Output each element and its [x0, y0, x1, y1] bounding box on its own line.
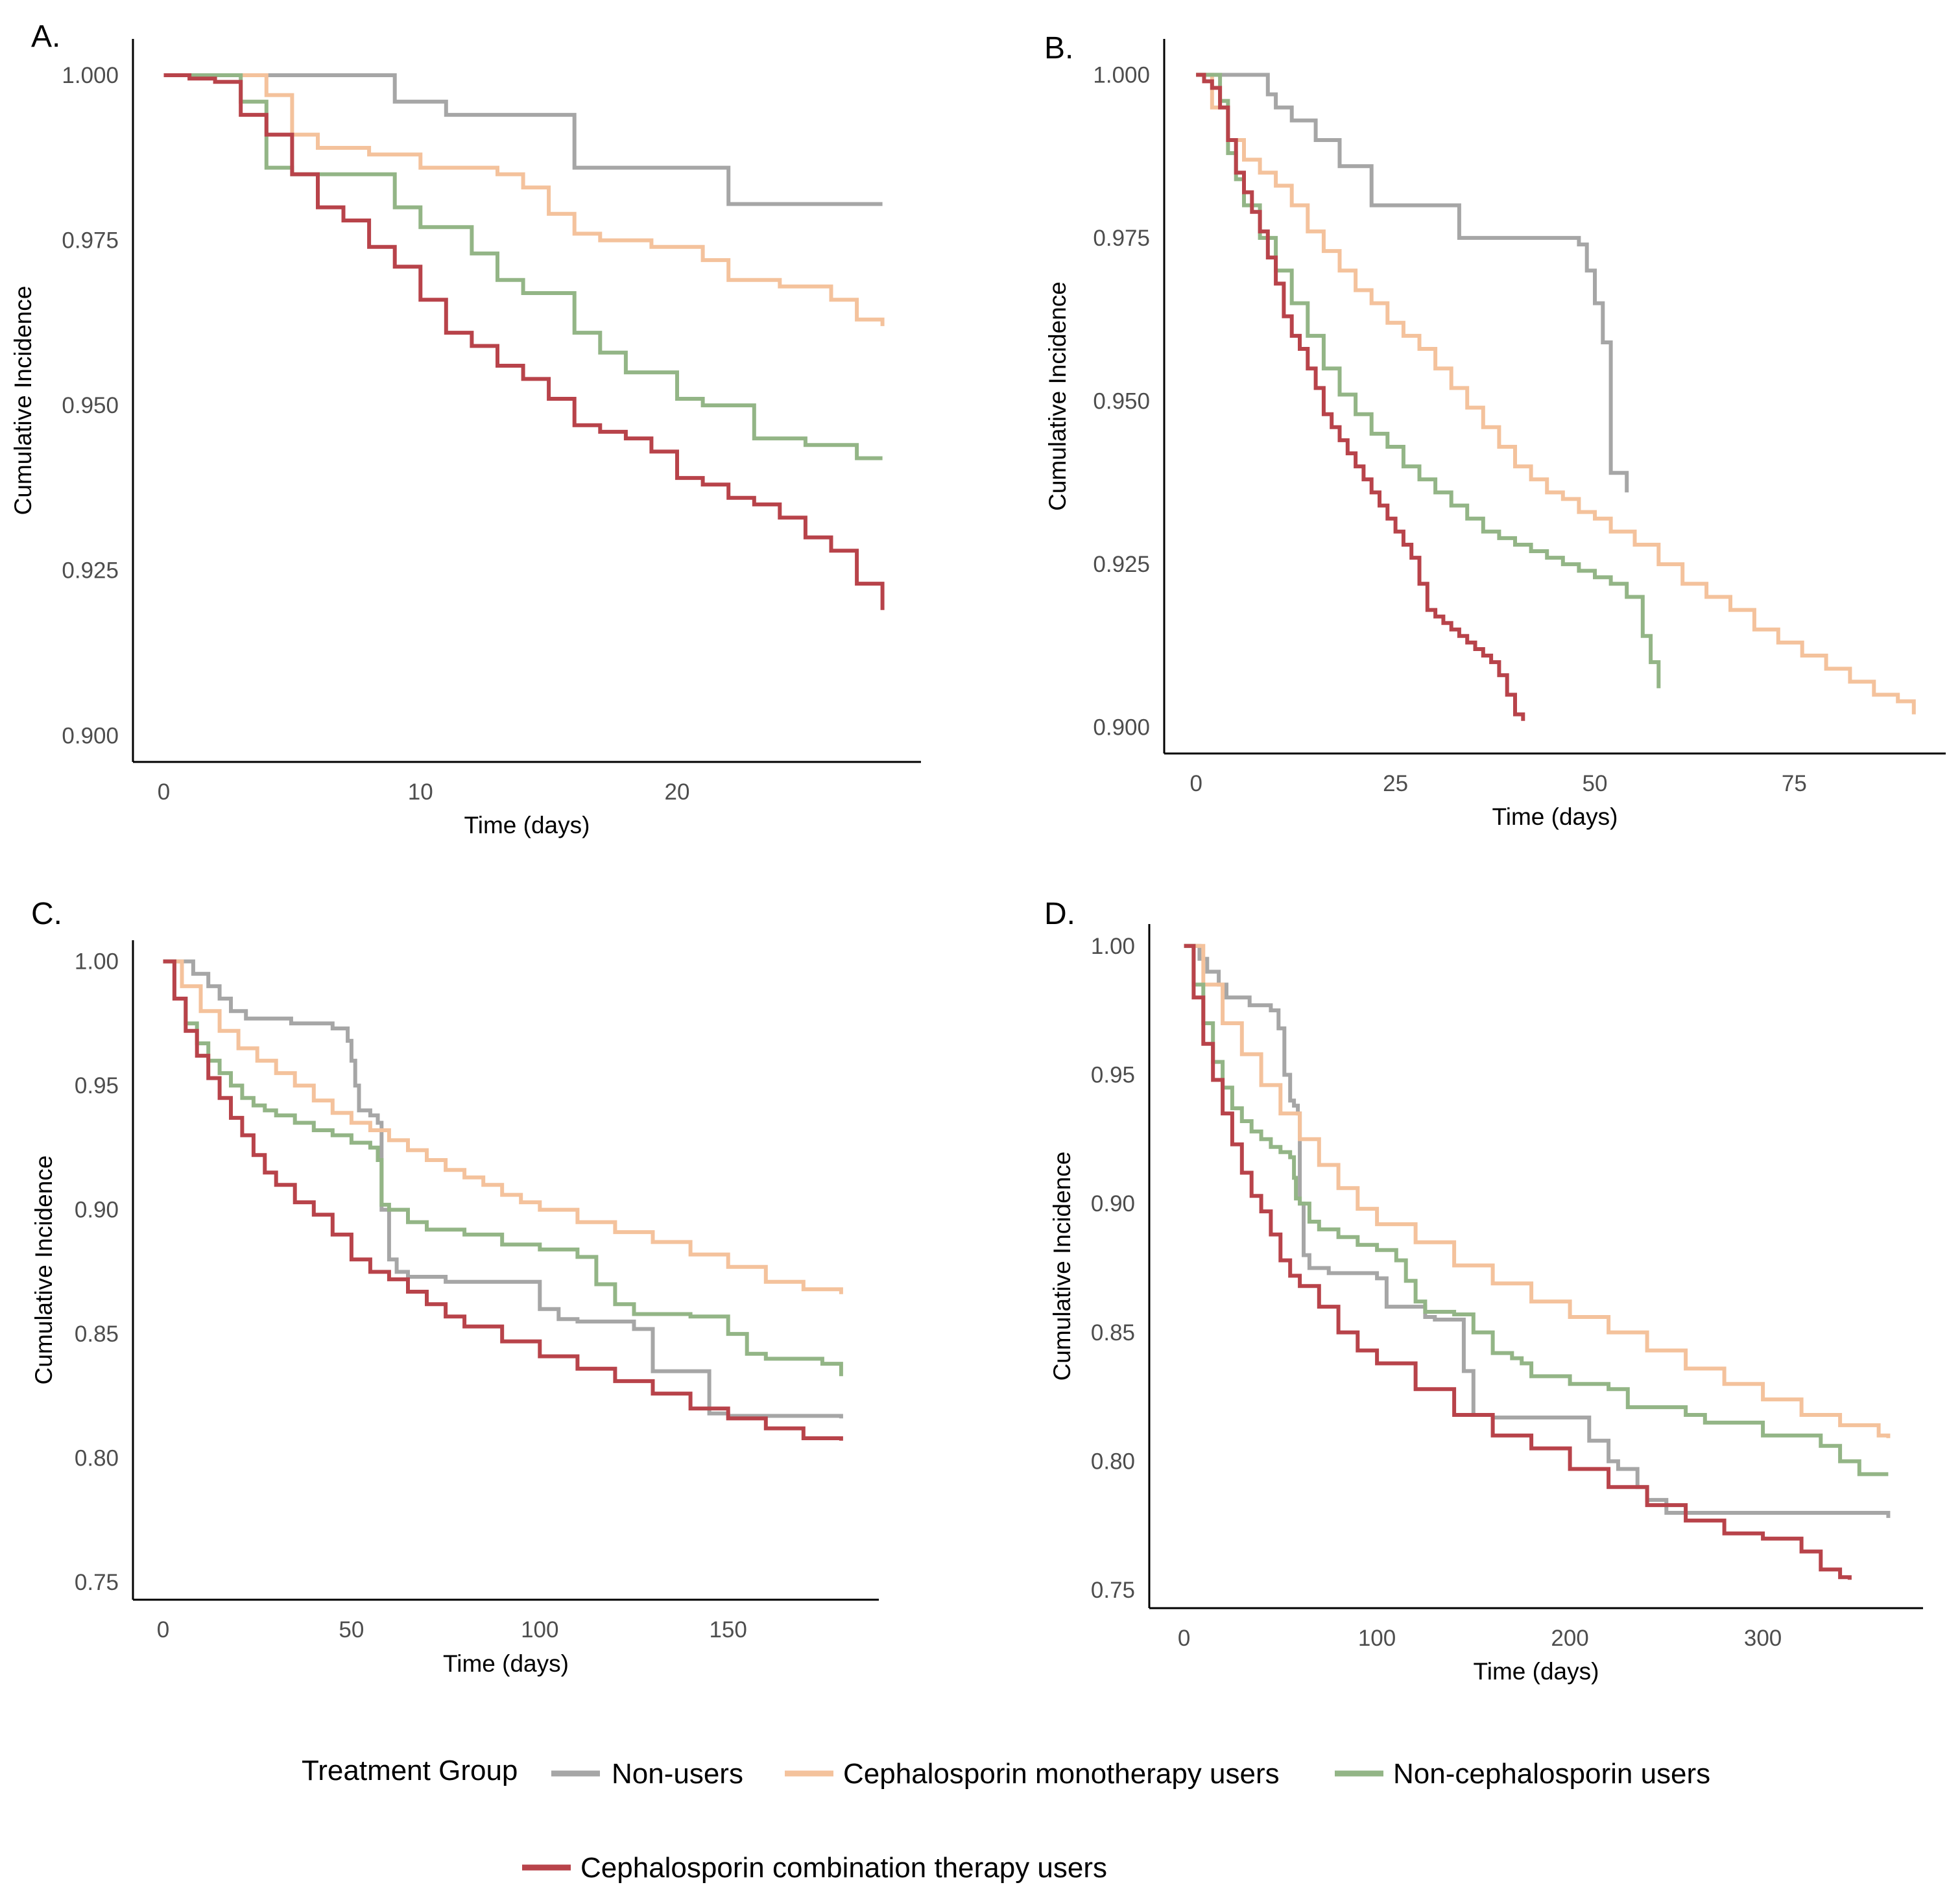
- series-line-non-cephalosporin-users: [163, 73, 883, 460]
- x-tick-label: 100: [521, 1617, 558, 1643]
- series-line-non-cephalosporin-users: [1196, 73, 1661, 689]
- y-tick-label: 0.900: [62, 723, 119, 748]
- y-tick-label: 0.950: [62, 393, 119, 418]
- series-line-non-users: [163, 73, 883, 206]
- y-tick-label: 0.975: [62, 228, 119, 254]
- x-tick-label: 0: [1178, 1626, 1190, 1651]
- legend-item-label: Cephalosporin combination therapy users: [580, 1852, 1107, 1884]
- legend-item-label: Cephalosporin monotherapy users: [843, 1758, 1280, 1790]
- y-tick-label: 0.85: [1091, 1320, 1135, 1346]
- y-axis-title: Cumulative Incidence: [30, 1156, 57, 1385]
- panel-label: A.: [31, 19, 60, 54]
- panel-label: B.: [1044, 31, 1073, 65]
- y-tick-label: 1.00: [1091, 934, 1135, 959]
- y-tick-label: 0.975: [1093, 226, 1150, 251]
- panel-2: 0.75 0.80 0.85 0.90 0.95 1.00 0 50 100 150 Time (d…: [30, 897, 879, 1677]
- legend-item-label: Non-users: [612, 1758, 743, 1790]
- x-tick-label: 0: [1189, 771, 1202, 796]
- y-tick-label: 0.85: [75, 1322, 119, 1347]
- panel-0: 0.900 0.925 0.950 0.975 1.000 0 10 20 Time (days…: [10, 19, 921, 838]
- series-line-non-cephalosporin-users: [163, 959, 843, 1377]
- panel-label: C.: [31, 897, 62, 931]
- y-axis-title: Cumulative Incidence: [1049, 1152, 1075, 1381]
- y-tick-label: 0.900: [1093, 715, 1150, 741]
- series-line-cephalosporin-combination-therapy-users: [163, 73, 885, 610]
- series-line-cephalosporin-combination-therapy-users: [1196, 73, 1525, 721]
- x-tick-label: 0: [158, 779, 170, 805]
- x-tick-label: 50: [1583, 771, 1608, 796]
- x-tick-label: 0: [157, 1617, 169, 1643]
- x-axis-title: Time (days): [464, 812, 590, 838]
- y-tick-label: 0.90: [75, 1198, 119, 1223]
- panel-label: D.: [1044, 897, 1075, 931]
- series-line-cephalosporin-monotherapy-users: [1196, 73, 1916, 715]
- series-line-non-users: [1196, 73, 1629, 493]
- x-tick-label: 10: [408, 779, 433, 805]
- legend: Treatment Group Non-users Cephalosporin m…: [302, 1755, 1710, 1884]
- y-tick-label: 0.75: [75, 1570, 119, 1595]
- series-line-cephalosporin-combination-therapy-users: [1184, 943, 1852, 1580]
- y-tick-label: 0.80: [75, 1446, 119, 1471]
- x-tick-label: 25: [1383, 771, 1408, 796]
- x-axis-title: Time (days): [1492, 803, 1618, 830]
- x-axis-title: Time (days): [1474, 1658, 1599, 1685]
- panel-1: 0.900 0.925 0.950 0.975 1.000 0 25 50 75 Time (da…: [1044, 31, 1946, 830]
- x-tick-label: 300: [1744, 1626, 1782, 1651]
- y-tick-label: 1.000: [62, 63, 119, 88]
- y-tick-label: 0.925: [62, 558, 119, 584]
- series-line-non-users: [163, 959, 843, 1419]
- x-tick-label: 100: [1358, 1626, 1396, 1651]
- series-line-cephalosporin-monotherapy-users: [163, 73, 885, 326]
- x-tick-label: 50: [339, 1617, 364, 1643]
- x-axis-title: Time (days): [443, 1650, 569, 1677]
- series-line-cephalosporin-monotherapy-users: [163, 959, 843, 1294]
- y-tick-label: 0.90: [1091, 1191, 1135, 1216]
- x-tick-label: 200: [1551, 1626, 1588, 1651]
- x-tick-label: 75: [1782, 771, 1807, 796]
- series-line-non-cephalosporin-users: [1184, 943, 1889, 1477]
- x-tick-label: 150: [709, 1617, 747, 1643]
- y-tick-label: 0.925: [1093, 552, 1150, 577]
- y-tick-label: 0.80: [1091, 1449, 1135, 1475]
- y-tick-label: 0.95: [75, 1073, 119, 1098]
- x-tick-label: 20: [665, 779, 690, 805]
- y-tick-label: 1.00: [75, 949, 119, 975]
- series-line-cephalosporin-combination-therapy-users: [163, 959, 843, 1441]
- y-tick-label: 0.75: [1091, 1578, 1135, 1603]
- series-line-cephalosporin-monotherapy-users: [1184, 943, 1891, 1438]
- legend-item-label: Non-cephalosporin users: [1393, 1758, 1710, 1790]
- y-tick-label: 1.000: [1093, 62, 1150, 88]
- series-line-non-users: [1184, 943, 1891, 1518]
- y-tick-label: 0.950: [1093, 389, 1150, 414]
- y-tick-label: 0.95: [1091, 1062, 1135, 1087]
- legend-title: Treatment Group: [302, 1755, 518, 1786]
- y-axis-title: Cumulative Incidence: [10, 286, 36, 516]
- y-axis-title: Cumulative Incidence: [1044, 281, 1071, 511]
- panel-3: 0.75 0.80 0.85 0.90 0.95 1.00 0 100 200 300 Time (…: [1044, 897, 1923, 1685]
